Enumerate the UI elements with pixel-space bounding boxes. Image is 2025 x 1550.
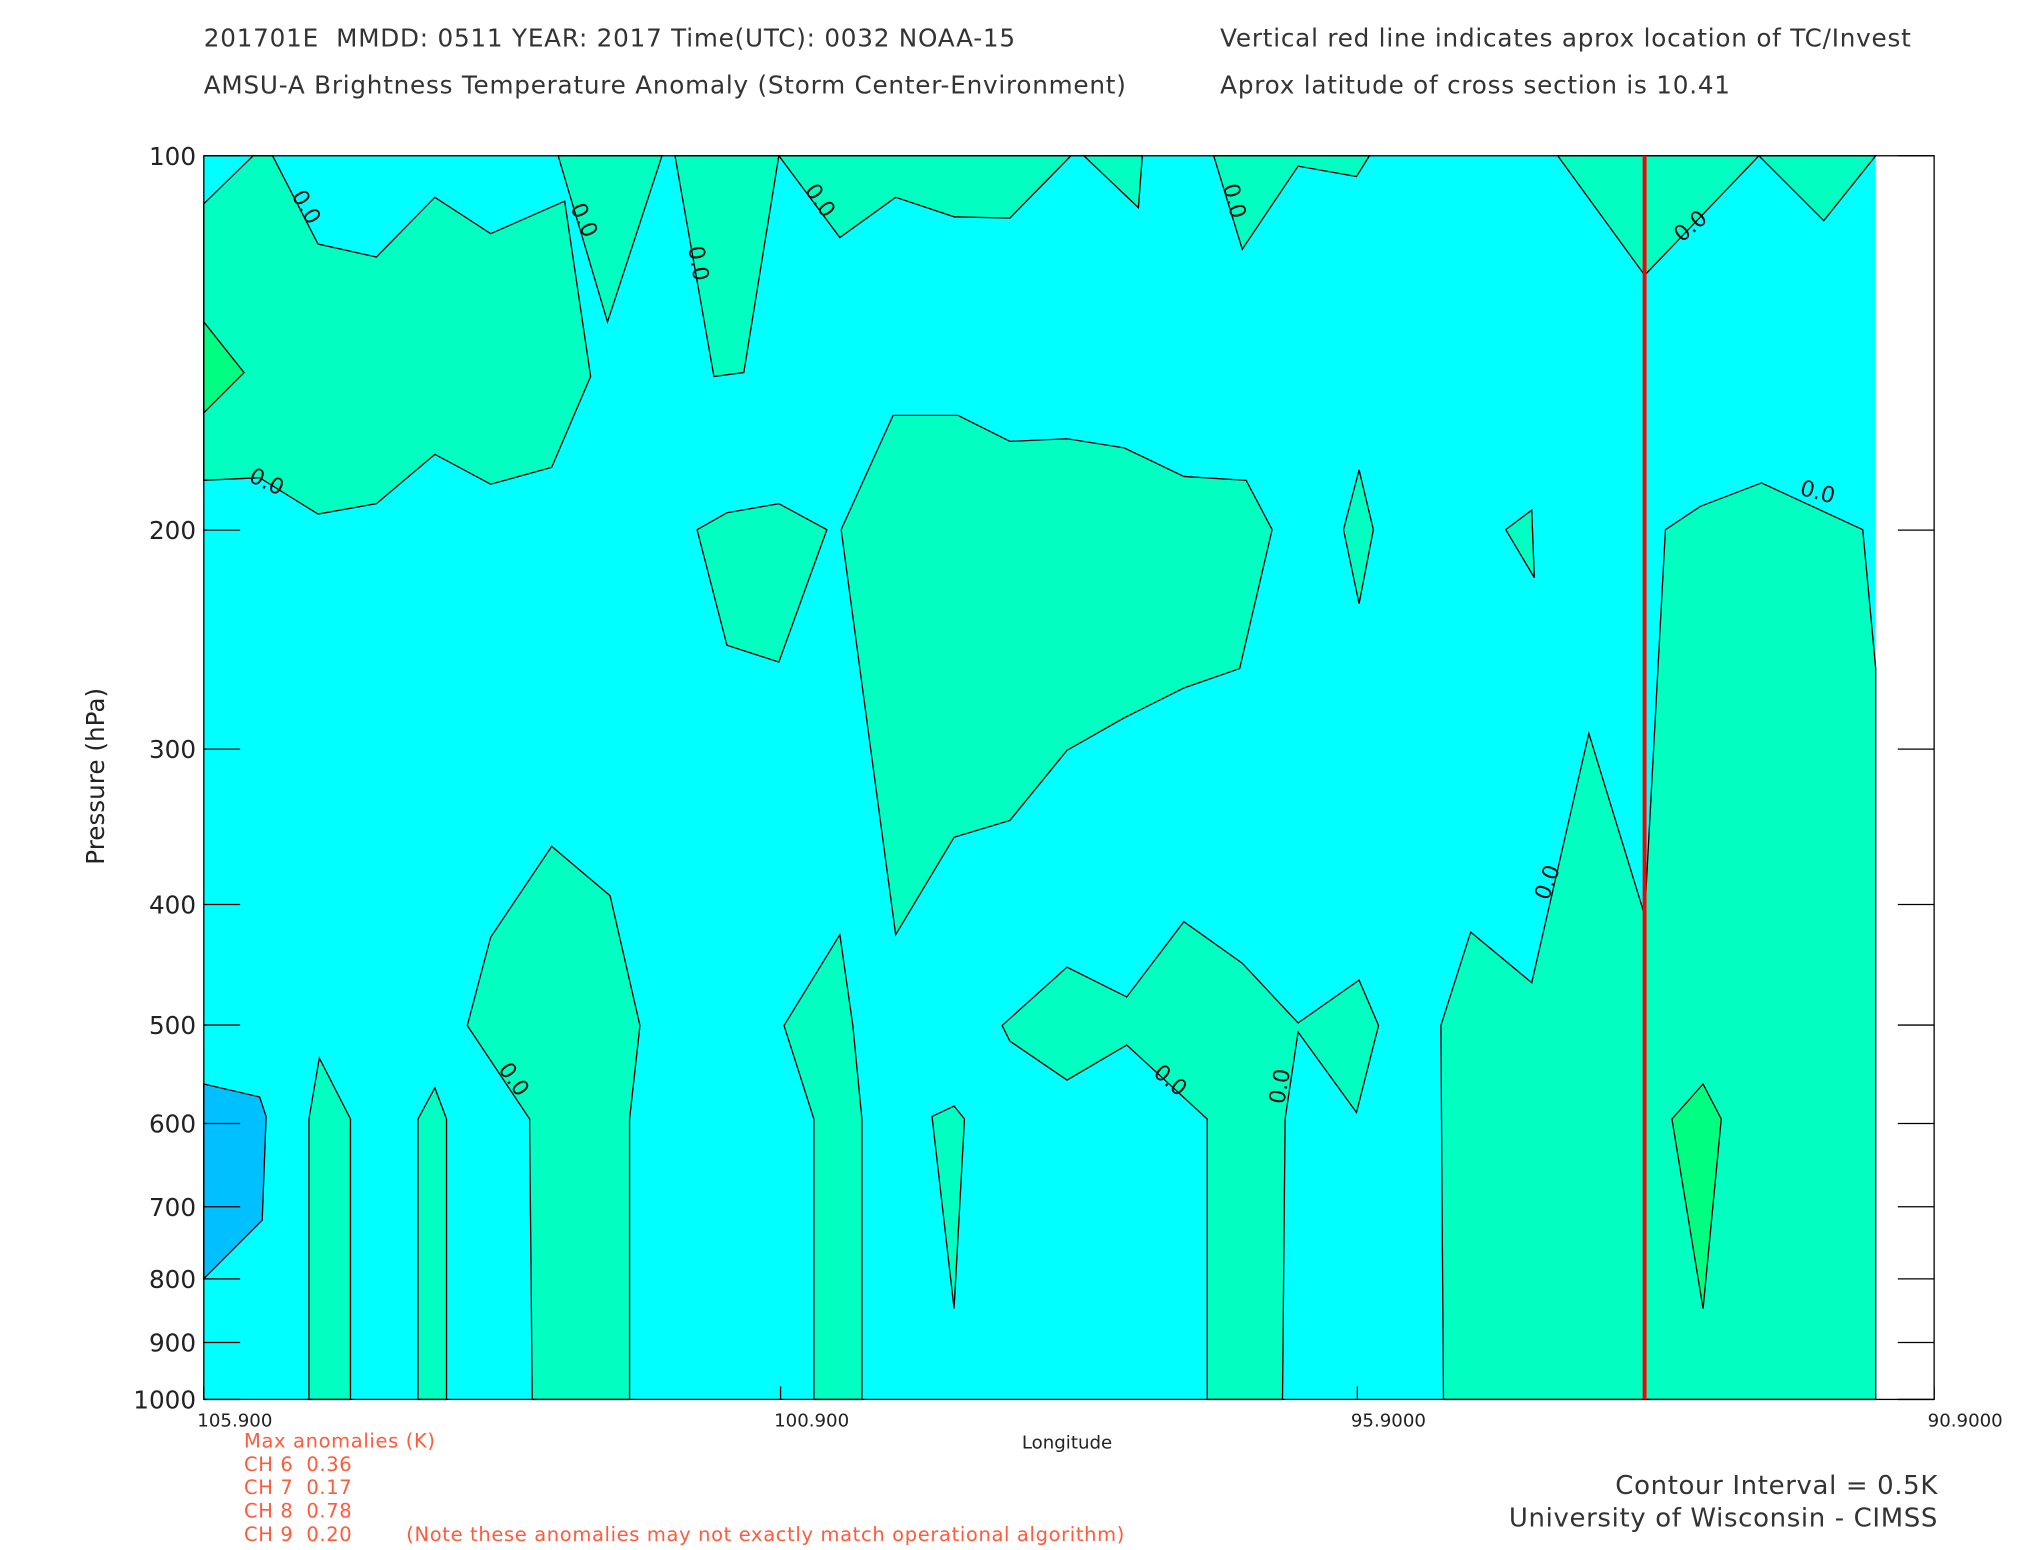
contour-region xyxy=(417,1086,448,1401)
y-tick-label: 900 xyxy=(149,1329,196,1358)
y-tick-label: 600 xyxy=(149,1110,196,1139)
header-line: 201701E MMDD: 0511 YEAR: 2017 Time(UTC):… xyxy=(204,24,1016,53)
contour-region xyxy=(783,932,863,1401)
contour-region xyxy=(1342,469,1375,604)
y-tick-label: 200 xyxy=(149,516,196,545)
y-tick-label: 700 xyxy=(149,1193,196,1222)
y-tick-label: 500 xyxy=(149,1011,196,1040)
contour-region xyxy=(1001,920,1380,1401)
footer-line: Contour Interval = 0.5K xyxy=(1615,1471,1938,1501)
anomaly-channel: CH 9 xyxy=(244,1523,293,1546)
contour-region xyxy=(203,155,592,515)
contour-region xyxy=(840,414,1273,937)
header-line: Vertical red line indicates aprox locati… xyxy=(1220,24,1911,53)
y-tick-label: 400 xyxy=(149,891,196,920)
anomaly-channel: CH 6 xyxy=(244,1453,293,1476)
contour-region xyxy=(777,155,1144,239)
x-axis-label: Longitude xyxy=(1022,1433,1112,1454)
anomaly-channel: CH 8 xyxy=(244,1500,293,1523)
x-tick-label: 90.9000 xyxy=(1928,1411,2003,1432)
y-axis-label: Pressure (hPa) xyxy=(81,688,110,865)
plot-frame xyxy=(203,155,1935,1401)
anomalies-note: (Note these anomalies may not exactly ma… xyxy=(406,1523,1125,1546)
contour-region xyxy=(931,1105,966,1309)
anomalies-title: Max anomalies (K) xyxy=(244,1429,436,1452)
contour-region xyxy=(308,1055,352,1401)
footer-line: University of Wisconsin - CIMSS xyxy=(1509,1504,1938,1534)
contour-region xyxy=(466,845,641,1401)
anomaly-value: 0.78 xyxy=(306,1500,352,1523)
x-tick-label: 95.9000 xyxy=(1351,1411,1426,1432)
contour-region xyxy=(696,503,828,663)
anomaly-value: 0.36 xyxy=(306,1453,352,1476)
anomaly-channel: CH 7 xyxy=(244,1476,293,1499)
anomaly-value: 0.17 xyxy=(306,1476,352,1499)
y-tick-label: 800 xyxy=(149,1265,196,1294)
y-tick-label: 100 xyxy=(149,142,196,171)
x-tick-label: 105.900 xyxy=(197,1411,272,1432)
contour-label: 0.0 xyxy=(682,244,713,283)
y-tick-label: 1000 xyxy=(133,1386,196,1415)
anomaly-value: 0.20 xyxy=(306,1523,352,1546)
contour-region xyxy=(1671,1082,1722,1309)
y-tick-label: 300 xyxy=(149,735,196,764)
contour-region xyxy=(1504,508,1535,579)
x-tick-label: 100.900 xyxy=(774,1411,849,1432)
header-line: Aprox latitude of cross section is 10.41 xyxy=(1220,70,1731,99)
header-line: AMSU-A Brightness Temperature Anomaly (S… xyxy=(204,70,1127,99)
contour-label: 0.0 xyxy=(1265,1067,1296,1106)
